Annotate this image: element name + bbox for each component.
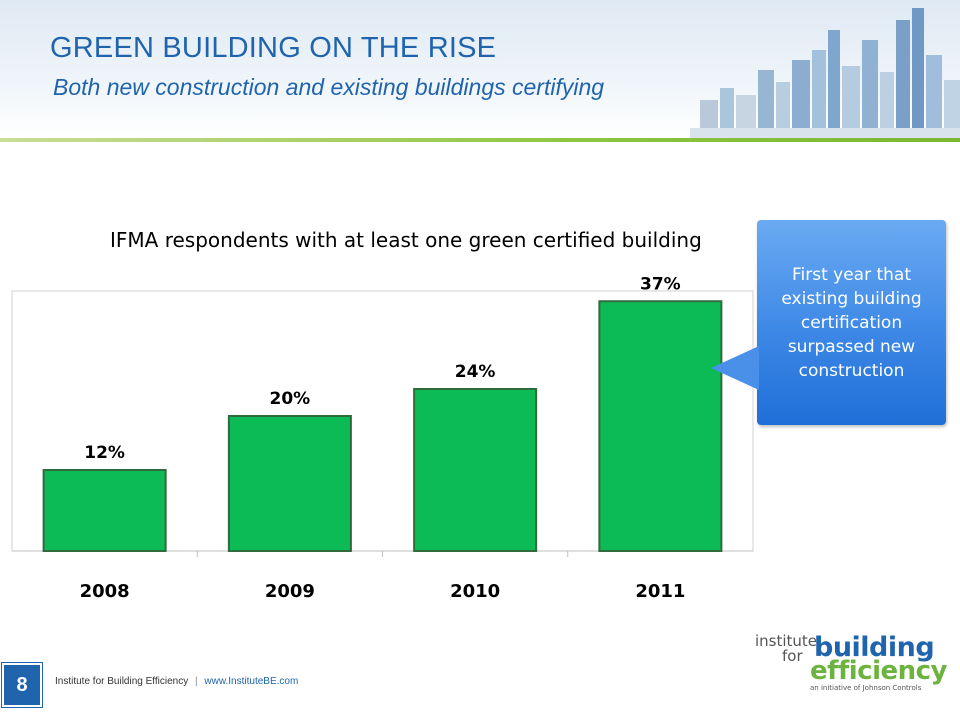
city-skyline-image — [690, 8, 960, 138]
data-label-2011: 37% — [640, 274, 681, 294]
page-title: GREEN BUILDING ON THE RISE — [50, 32, 497, 64]
x-tick-label-2010: 2010 — [450, 581, 500, 602]
bar-2008 — [42, 469, 167, 552]
bar-2010 — [413, 388, 538, 552]
x-tick-label-2009: 2009 — [265, 581, 315, 602]
x-tick-label-2008: 2008 — [80, 581, 130, 602]
callout-pointer — [711, 346, 759, 390]
header-divider — [0, 138, 960, 142]
footer: Institute for Building Efficiency | www.… — [55, 676, 298, 687]
logo-word-for: for — [782, 647, 803, 665]
logo-word-efficiency: efficiency — [810, 656, 948, 686]
logo-tagline: an initiative of Johnson Controls — [810, 684, 922, 692]
bar-2011 — [598, 300, 723, 552]
footer-url-link[interactable]: www.InstituteBE.com — [204, 676, 299, 687]
callout-text: First year that existing building certif… — [781, 264, 922, 381]
logo-word-building: building — [814, 632, 935, 663]
data-label-2010: 24% — [455, 362, 496, 382]
x-tick-label-2011: 2011 — [635, 581, 685, 602]
data-label-2008: 12% — [84, 443, 125, 463]
page-subtitle: Both new construction and existing build… — [53, 74, 605, 100]
footer-separator: | — [195, 676, 198, 687]
callout-box: First year that existing building certif… — [757, 220, 946, 425]
footer-org: Institute for Building Efficiency — [55, 676, 189, 687]
bar-2009 — [227, 415, 352, 552]
ibe-logo: institute for building efficiency an ini… — [752, 632, 952, 692]
page-number: 8 — [16, 673, 28, 696]
bar-chart: 12% 2008 20% 2009 24% 2010 37% 2011 — [11, 274, 754, 602]
data-label-2009: 20% — [270, 389, 311, 409]
logo-word-institute: institute — [755, 632, 818, 650]
page-number-badge: 8 — [2, 663, 42, 707]
chart-title: IFMA respondents with at least one green… — [110, 228, 702, 252]
